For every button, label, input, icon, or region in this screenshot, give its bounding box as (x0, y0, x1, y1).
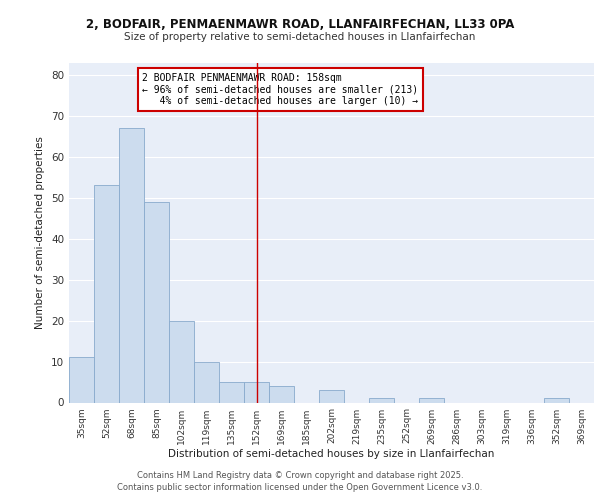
Bar (194, 362, 219, 403)
Bar (94, 186, 119, 402)
Bar (69, 358, 94, 403)
Bar (319, 390, 344, 402)
Bar (219, 382, 244, 402)
Text: Size of property relative to semi-detached houses in Llanfairfechan: Size of property relative to semi-detach… (124, 32, 476, 42)
Bar (269, 386, 294, 402)
X-axis label: Distribution of semi-detached houses by size in Llanfairfechan: Distribution of semi-detached houses by … (169, 450, 494, 460)
Bar (144, 202, 169, 402)
Bar (119, 128, 144, 402)
Y-axis label: Number of semi-detached properties: Number of semi-detached properties (35, 136, 46, 329)
Bar (369, 398, 394, 402)
Text: Contains public sector information licensed under the Open Government Licence v3: Contains public sector information licen… (118, 483, 482, 492)
Text: 2, BODFAIR, PENMAENMAWR ROAD, LLANFAIRFECHAN, LL33 0PA: 2, BODFAIR, PENMAENMAWR ROAD, LLANFAIRFE… (86, 18, 514, 30)
Bar (169, 320, 194, 402)
Bar (544, 398, 569, 402)
Text: Contains HM Land Registry data © Crown copyright and database right 2025.: Contains HM Land Registry data © Crown c… (137, 472, 463, 480)
Bar (419, 398, 444, 402)
Text: 2 BODFAIR PENMAENMAWR ROAD: 158sqm
← 96% of semi-detached houses are smaller (21: 2 BODFAIR PENMAENMAWR ROAD: 158sqm ← 96%… (143, 72, 419, 106)
Bar (244, 382, 269, 402)
